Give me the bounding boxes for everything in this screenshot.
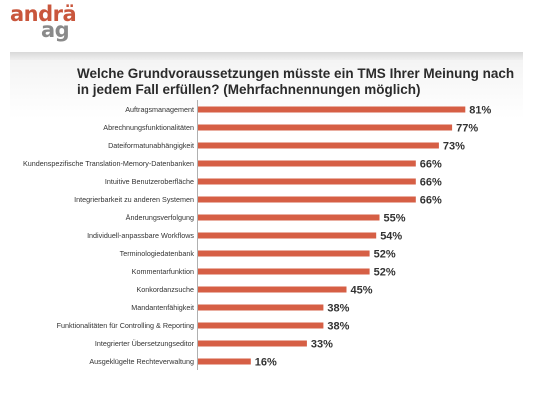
value-label: 16%: [255, 357, 277, 369]
chart-title: Welche Grundvoraussetzungen müsste ein T…: [77, 66, 515, 97]
category-label: Konkordanzsuche: [136, 285, 194, 294]
value-label: 38%: [327, 303, 349, 315]
category-label: Kommentarfunktion: [132, 267, 194, 276]
category-label: Abrechnungsfunktionalitäten: [103, 123, 194, 132]
bar: [198, 286, 347, 293]
bar: [198, 250, 370, 257]
bar: [198, 124, 453, 131]
value-label: 66%: [420, 159, 442, 171]
header-divider: [10, 52, 523, 60]
value-label: 81%: [469, 105, 491, 117]
value-label: 52%: [374, 249, 396, 261]
category-label: Intuitive Benutzeroberfläche: [105, 177, 194, 186]
category-label: Mandantenfähigkeit: [131, 303, 194, 312]
value-label: 38%: [327, 321, 349, 333]
bar: [198, 232, 377, 239]
bar: [198, 304, 324, 311]
bar: [198, 214, 380, 221]
value-label: 54%: [380, 231, 402, 243]
bar: [198, 196, 416, 203]
category-label: Integrierbarkeit zu anderen Systemen: [74, 195, 194, 204]
bar: [198, 106, 466, 113]
category-label: Kundenspezifische Translation-Memory-Dat…: [23, 159, 194, 168]
bar: [198, 340, 307, 347]
category-label: Terminologiedatenbank: [120, 249, 195, 258]
value-label: 45%: [351, 285, 373, 297]
category-label: Ausgeklügelte Rechteverwaltung: [89, 357, 194, 366]
value-label: 77%: [456, 123, 478, 135]
bar: [198, 160, 416, 167]
value-label: 33%: [311, 339, 333, 351]
value-label: 66%: [420, 177, 442, 189]
value-label: 55%: [384, 213, 406, 225]
bar: [198, 268, 370, 275]
value-label: 66%: [420, 195, 442, 207]
logo-line-2: ag: [41, 18, 70, 42]
category-label: Individuell-anpassbare Workflows: [87, 231, 194, 240]
company-logo: andrä ag: [10, 2, 77, 42]
logo-line-1: andrä: [10, 2, 77, 26]
bar: [198, 322, 324, 329]
bar: [198, 358, 251, 365]
value-label: 73%: [443, 141, 465, 153]
chart-panel: [10, 60, 523, 385]
category-label: Änderungsverfolgung: [126, 213, 194, 222]
bar: [198, 178, 416, 185]
category-label: Auftragsmanagement: [125, 105, 194, 114]
bar: [198, 142, 439, 149]
category-label: Integrierter Übersetzungseditor: [95, 339, 195, 348]
value-label: 52%: [374, 267, 396, 279]
category-label: Funktionalitäten für Controlling & Repor…: [57, 321, 194, 330]
category-label: Dateiformatunabhängigkeit: [108, 141, 194, 150]
